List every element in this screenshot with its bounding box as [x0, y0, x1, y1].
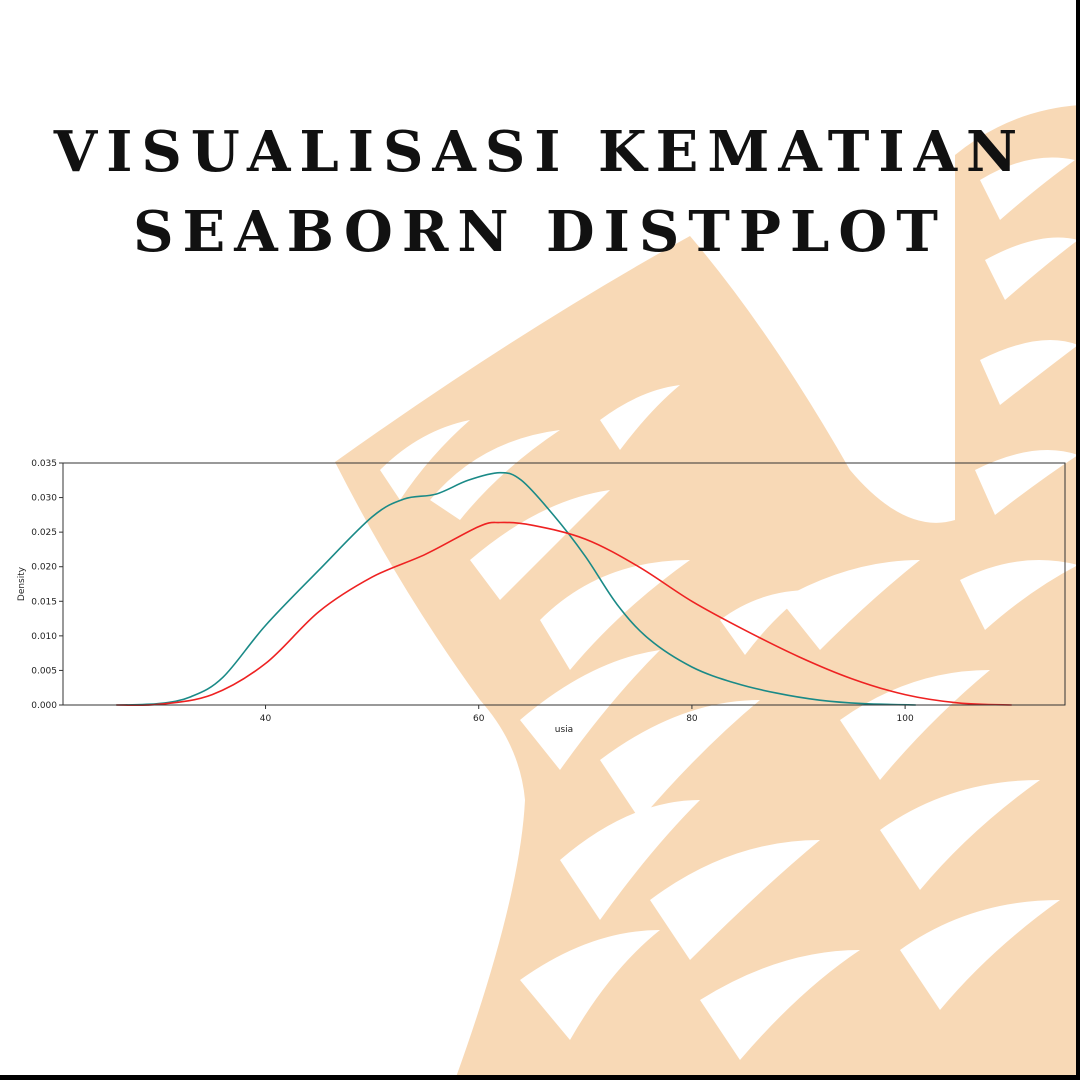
x-tick-label: 40	[260, 714, 272, 724]
x-tick-label: 100	[897, 714, 914, 724]
decoration-cutouts	[380, 157, 1078, 1060]
right-border	[1076, 0, 1080, 1080]
y-tick-label: 0.000	[31, 701, 57, 711]
y-axis-ticks: 0.000 0.005 0.010 0.015 0.020 0.025 0.030 0.035	[31, 459, 63, 711]
y-tick-label: 0.015	[31, 597, 57, 607]
title-line-1: VISUALISASI KEMATIAN	[53, 119, 1027, 185]
chart-series	[116, 471, 1012, 707]
y-axis-label: Density	[17, 566, 27, 601]
y-tick-label: 0.035	[31, 459, 57, 469]
x-axis-label: usia	[555, 725, 573, 735]
density-line-2	[116, 521, 1012, 707]
y-tick-label: 0.025	[31, 528, 57, 538]
x-axis-ticks: 40 60 80 100	[260, 705, 914, 724]
plot-frame	[62, 462, 1066, 706]
x-tick-label: 60	[473, 714, 485, 724]
bottom-border	[0, 1075, 1080, 1080]
y-tick-label: 0.010	[31, 632, 57, 642]
density-line-1	[116, 471, 916, 706]
page-title: VISUALISASI KEMATIAN SEABORN DISTPLOT	[0, 112, 1080, 272]
y-tick-label: 0.005	[31, 666, 57, 676]
x-tick-label: 80	[686, 714, 698, 724]
y-tick-label: 0.020	[31, 563, 57, 573]
title-line-2: SEABORN DISTPLOT	[133, 199, 947, 265]
y-tick-label: 0.030	[31, 494, 57, 504]
